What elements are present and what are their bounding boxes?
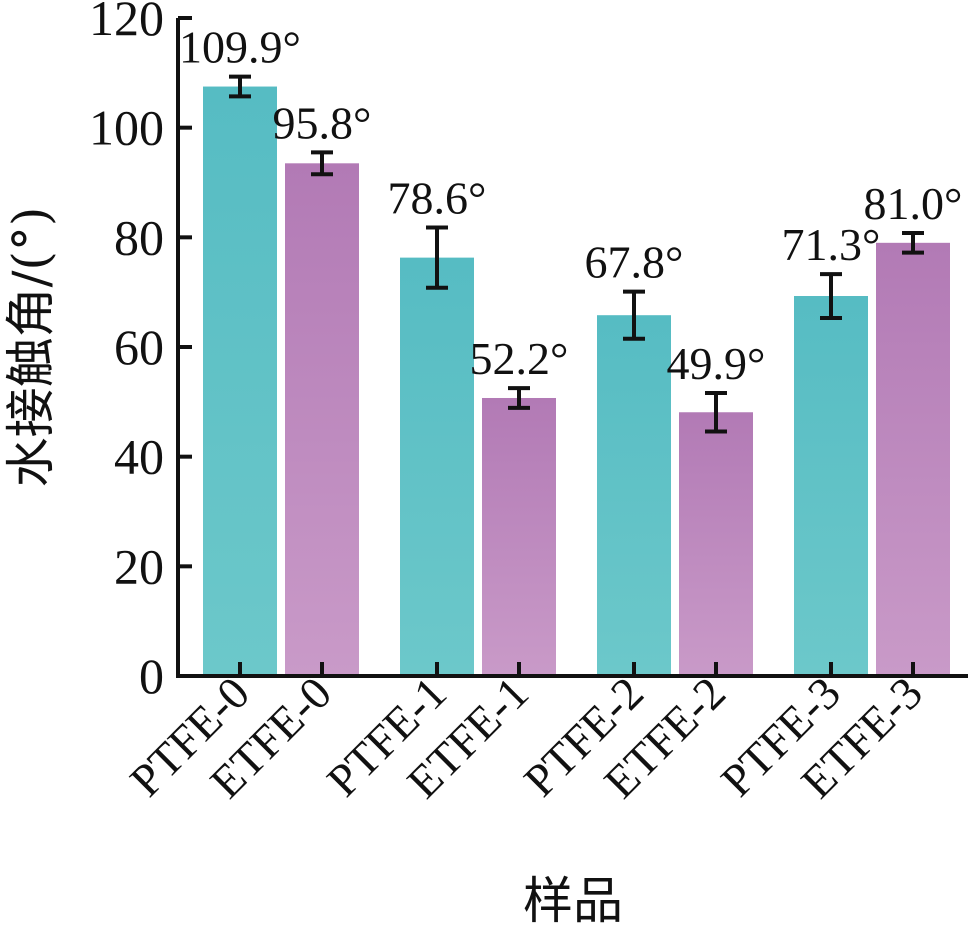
x-ticks-layer: PTFE-0ETFE-0PTFE-1ETFE-1PTFE-2ETFE-2PTFE… [120, 662, 932, 808]
data-label-etfe-2: 49.9° [667, 338, 766, 389]
error-bar-ptfe-3 [820, 272, 842, 320]
bar-ptfe-3 [794, 296, 868, 676]
bar-ptfe-1 [400, 257, 474, 676]
bar-etfe-1 [482, 397, 556, 676]
data-label-etfe-3: 81.0° [864, 178, 963, 229]
y-tick-label: 0 [139, 648, 164, 704]
bar-etfe-0 [285, 163, 359, 676]
y-axis-title: 水接触角/(°) [2, 207, 60, 488]
y-tick-label: 120 [89, 0, 164, 46]
y-ticks-layer: 0 20 40 60 80 100 120 [89, 0, 192, 704]
y-tick-label: 80 [114, 209, 164, 265]
y-tick-label: 20 [114, 538, 164, 594]
x-axis-title: 样品 [523, 872, 623, 930]
data-label-etfe-1: 52.2° [470, 333, 569, 384]
data-label-etfe-0: 95.8° [273, 97, 372, 148]
error-bar-etfe-2 [705, 391, 727, 434]
y-tick-label: 40 [114, 429, 164, 485]
data-label-ptfe-1: 78.6° [388, 172, 487, 223]
bar-ptfe-2 [597, 315, 671, 676]
y-tick-label: 100 [89, 100, 164, 156]
error-bar-etfe-0 [311, 150, 333, 177]
error-bar-ptfe-0 [229, 74, 251, 99]
bar-ptfe-0 [203, 86, 277, 676]
error-bar-etfe-1 [508, 386, 530, 410]
error-bars-layer [229, 74, 924, 434]
bar-etfe-3 [876, 242, 950, 677]
error-bar-ptfe-2 [623, 289, 645, 341]
data-label-ptfe-3: 71.3° [782, 219, 881, 270]
y-tick-label: 60 [114, 319, 164, 375]
error-bar-ptfe-1 [426, 225, 448, 290]
data-label-ptfe-2: 67.8° [585, 237, 684, 288]
error-bar-etfe-3 [902, 230, 924, 255]
data-label-ptfe-0: 109.9° [179, 22, 301, 73]
data-labels-layer: 109.9° 95.8° 78.6° 52.2° 67.8° 49.9° 71.3°81.0… [179, 22, 962, 389]
bars-layer [203, 86, 950, 677]
bar-etfe-2 [679, 412, 753, 676]
